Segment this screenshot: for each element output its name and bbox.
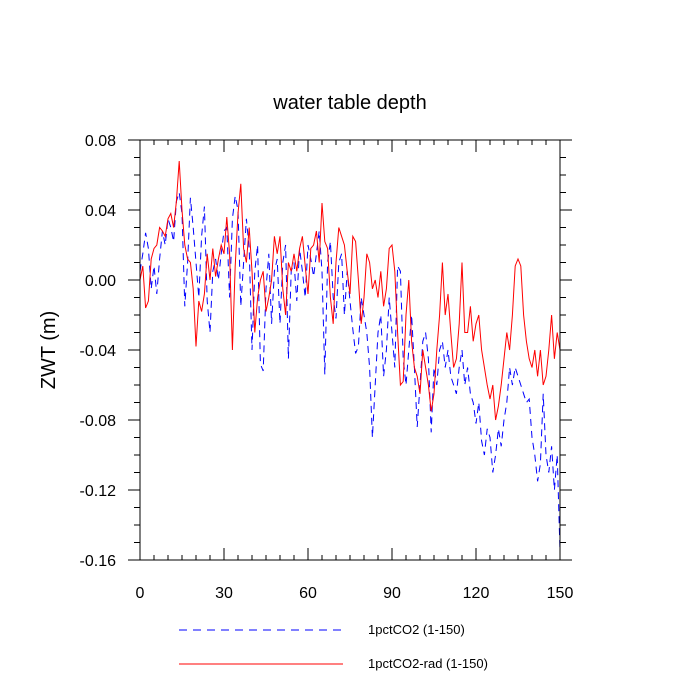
x-tick-label: 60	[299, 585, 317, 602]
x-tick-label: 90	[383, 585, 401, 602]
legend: 1pctCO2 (1-150) 1pctCO2-rad (1-150)	[179, 622, 488, 671]
y-tick-label: 0.08	[85, 133, 116, 150]
y-axis-label: ZWT (m)	[38, 311, 60, 390]
y-tick-label: 0.04	[85, 203, 116, 220]
y-tick-label: -0.16	[80, 553, 117, 570]
x-tick-label: 30	[215, 585, 233, 602]
chart-title: water table depth	[272, 92, 426, 114]
legend-label-1pctCO2-rad: 1pctCO2-rad (1-150)	[368, 656, 488, 671]
series-line-1pctCO2-rad-1-150	[139, 160, 561, 421]
series-line-1pctCO2-1-150	[139, 192, 561, 552]
y-tick-label: -0.04	[80, 343, 117, 360]
tick-layer: 0 30 60 90 120 150 0.08 0.04 0.00 -0.04 -0.08 -0.12…	[80, 133, 574, 602]
x-tick-label: 120	[463, 585, 490, 602]
series-layer	[139, 160, 561, 552]
x-tick-label: 0	[136, 585, 145, 602]
y-tick-label: 0.00	[85, 273, 116, 290]
legend-label-1pctCO2: 1pctCO2 (1-150)	[368, 622, 465, 637]
x-tick-label: 150	[547, 585, 574, 602]
y-tick-label: -0.08	[80, 413, 117, 430]
plot-frame	[139, 139, 561, 561]
y-tick-label: -0.12	[80, 483, 117, 500]
